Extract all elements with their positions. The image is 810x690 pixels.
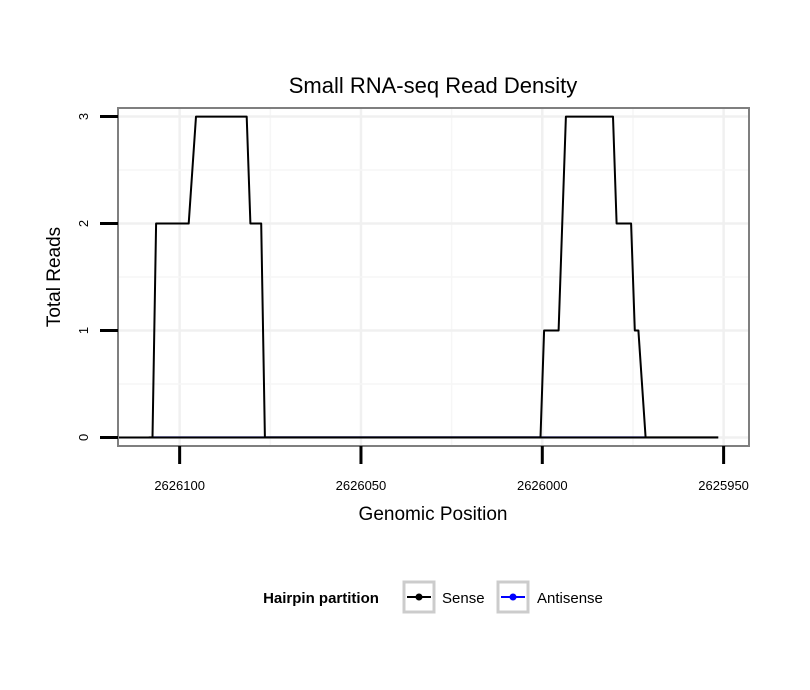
series-layer bbox=[118, 115, 719, 439]
legend-label-antisense: Antisense bbox=[537, 590, 603, 607]
y-tick-label: 2 bbox=[76, 220, 91, 227]
legend-label-sense: Sense bbox=[442, 590, 485, 607]
x-tick-label: 2625950 bbox=[698, 478, 749, 493]
legend-key-antisense-point bbox=[509, 593, 517, 601]
x-axis-title: Genomic Position bbox=[359, 504, 508, 525]
grid bbox=[118, 108, 749, 446]
legend-title: Hairpin partition bbox=[263, 590, 379, 607]
x-tick-label: 2626000 bbox=[517, 478, 568, 493]
x-tick-label: 2626050 bbox=[336, 478, 387, 493]
y-axis-title: Total Reads bbox=[44, 227, 65, 327]
y-tick-label: 0 bbox=[76, 434, 91, 441]
legend-key-sense-point bbox=[415, 593, 423, 601]
legend: Hairpin partition Sense Antisense bbox=[263, 580, 603, 614]
series-line-sense bbox=[148, 115, 719, 439]
y-axis: 0 1 2 3 bbox=[76, 113, 118, 441]
x-axis: 2626100 2626050 2626000 2625950 bbox=[154, 446, 749, 493]
x-tick-label: 2626100 bbox=[154, 478, 205, 493]
y-tick-label: 1 bbox=[76, 327, 91, 334]
plot-panel-border bbox=[117, 107, 750, 447]
y-tick-label: 3 bbox=[76, 113, 91, 120]
chart-title: Small RNA-seq Read Density bbox=[289, 73, 578, 98]
